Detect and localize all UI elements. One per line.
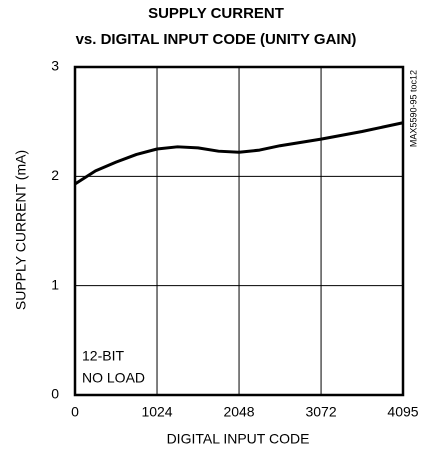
y-tick-label: 0 (51, 386, 59, 402)
y-axis-label: SUPPLY CURRENT (mA) (13, 150, 29, 310)
chart-title: vs. DIGITAL INPUT CODE (UNITY GAIN) (76, 31, 357, 48)
y-tick-label: 3 (51, 58, 59, 74)
side-note: MAX5590-95 toc12 (408, 70, 418, 147)
x-tick-label: 3072 (305, 404, 336, 420)
plot-frame (73, 65, 405, 397)
x-tick-label: 2048 (223, 404, 254, 420)
y-tick-label: 1 (51, 276, 59, 292)
x-tick-label: 1024 (141, 404, 172, 420)
y-tick-label: 2 (51, 167, 59, 183)
annotation: NO LOAD (82, 370, 145, 386)
x-axis-label: DIGITAL INPUT CODE (167, 431, 310, 447)
annotation: 12-BIT (82, 348, 124, 364)
chart-title: SUPPLY CURRENT (148, 5, 284, 22)
x-tick-label: 0 (71, 404, 79, 420)
x-tick-label: 4095 (387, 404, 418, 420)
data-line (74, 121, 404, 186)
